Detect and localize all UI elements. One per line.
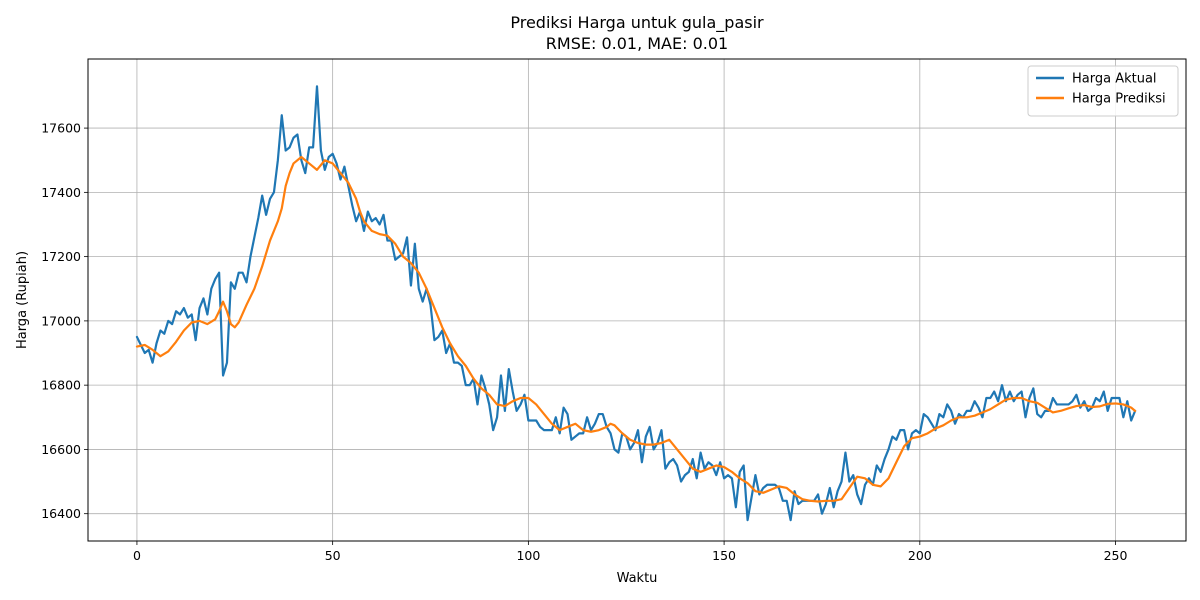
x-axis-ticks: 0 50 100 150 200 250 bbox=[133, 541, 1128, 563]
y-tick-label: 17400 bbox=[41, 185, 81, 200]
gridlines bbox=[88, 59, 1186, 541]
x-tick-label: 0 bbox=[133, 548, 141, 563]
y-tick-label: 17000 bbox=[41, 313, 81, 328]
x-tick-label: 200 bbox=[908, 548, 932, 563]
legend: Harga Aktual Harga Prediksi bbox=[1027, 65, 1179, 117]
series-line-harga-aktual bbox=[135, 85, 1137, 522]
x-tick-label: 100 bbox=[516, 548, 540, 563]
y-tick-label: 16600 bbox=[41, 442, 81, 457]
plot-frame bbox=[87, 58, 1187, 542]
legend-box bbox=[1027, 65, 1179, 117]
chart-title: Prediksi Harga untuk gula_pasir bbox=[510, 13, 764, 33]
x-tick-label: 50 bbox=[325, 548, 341, 563]
y-axis-label: Harga (Rupiah) bbox=[15, 251, 30, 349]
legend-label-prediksi: Harga Prediksi bbox=[1072, 92, 1166, 107]
x-tick-label: 150 bbox=[712, 548, 736, 563]
x-axis-label: Waktu bbox=[617, 571, 658, 586]
y-tick-label: 16400 bbox=[41, 506, 81, 521]
y-tick-label: 17600 bbox=[41, 121, 81, 136]
x-tick-label: 250 bbox=[1104, 548, 1128, 563]
y-axis-ticks: 16400 16600 16800 17000 17200 17400 17600 bbox=[41, 121, 88, 521]
y-tick-label: 17200 bbox=[41, 249, 81, 264]
chart-subtitle: RMSE: 0.01, MAE: 0.01 bbox=[546, 34, 728, 53]
legend-label-aktual: Harga Aktual bbox=[1072, 72, 1157, 87]
series-line-harga-prediksi bbox=[135, 155, 1137, 503]
series-lines bbox=[135, 85, 1137, 522]
y-tick-label: 16800 bbox=[41, 378, 81, 393]
